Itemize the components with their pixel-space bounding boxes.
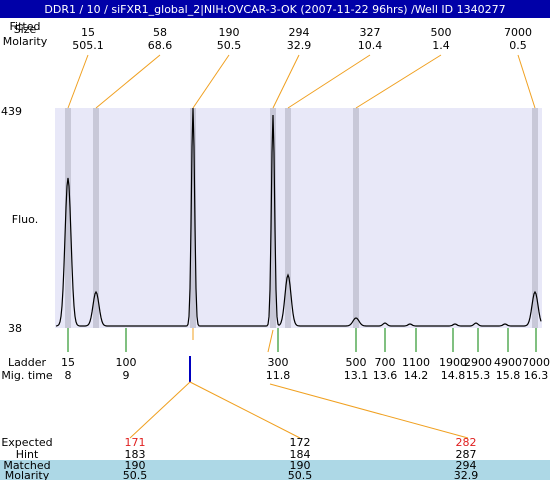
peak-link xyxy=(287,54,371,109)
hint: 183 xyxy=(125,448,146,461)
y-top: 439 xyxy=(1,105,22,118)
ladder-size: 4900 xyxy=(494,356,522,369)
title-bar xyxy=(0,0,550,18)
mig-label: Mig. time xyxy=(1,369,53,382)
ladder-size: 700 xyxy=(375,356,396,369)
peak-band xyxy=(532,108,538,328)
row-label: Molarity xyxy=(3,35,48,48)
expected: 171 xyxy=(125,436,146,449)
mig-time: 13.1 xyxy=(344,369,369,382)
peak-link xyxy=(67,54,89,109)
ladder-size: 1900 xyxy=(439,356,467,369)
peak-molarity: 10.4 xyxy=(358,39,383,52)
link xyxy=(189,381,301,439)
mig-time: 14.8 xyxy=(441,369,466,382)
link xyxy=(267,329,274,353)
ladder-size: 1100 xyxy=(402,356,430,369)
hint-label: Hint xyxy=(16,448,39,461)
peak-band xyxy=(270,108,276,328)
mig-time: 11.8 xyxy=(266,369,291,382)
peak-molarity: 68.6 xyxy=(148,39,173,52)
y-label: Fluo. xyxy=(12,213,38,226)
mig-time: 13.6 xyxy=(373,369,398,382)
mig-time: 15.8 xyxy=(496,369,521,382)
ladder-size: 500 xyxy=(346,356,367,369)
title: DDR1 / 10 / siFXR1_global_2|NIH:OVCAR-3-… xyxy=(44,3,505,16)
link xyxy=(269,383,469,439)
mig-time: 14.2 xyxy=(404,369,429,382)
ladder-size: 300 xyxy=(268,356,289,369)
peak-band xyxy=(285,108,291,328)
molarity: 50.5 xyxy=(123,469,148,480)
expected-label: Expected xyxy=(1,436,52,449)
mig-time: 15.3 xyxy=(466,369,491,382)
mig-time: 16.3 xyxy=(524,369,549,382)
peak-band xyxy=(65,108,71,328)
mig-time: 9 xyxy=(123,369,130,382)
expected: 282 xyxy=(456,436,477,449)
peak-link xyxy=(95,54,161,109)
peak-molarity: 505.1 xyxy=(72,39,104,52)
peak-molarity: 50.5 xyxy=(217,39,242,52)
matched-band xyxy=(0,460,550,480)
matched: 190 xyxy=(125,459,146,472)
peak-link xyxy=(192,54,230,109)
mig-time: 8 xyxy=(65,369,72,382)
row-label: Size xyxy=(14,23,37,36)
ladder-size: 100 xyxy=(116,356,137,369)
hint: 184 xyxy=(290,448,311,461)
trace xyxy=(55,107,542,327)
expected: 172 xyxy=(290,436,311,449)
peak-band xyxy=(353,108,359,328)
plot-area xyxy=(55,108,542,328)
peak-molarity: 0.5 xyxy=(509,39,527,52)
matched-label: Matched xyxy=(3,459,50,472)
peak-size: 327 xyxy=(360,26,381,39)
row-label: Fitted xyxy=(10,20,41,33)
peak-size: 7000 xyxy=(504,26,532,39)
peak-molarity: 32.9 xyxy=(287,39,312,52)
peak-size: 190 xyxy=(219,26,240,39)
peak-link xyxy=(517,54,536,109)
link xyxy=(129,381,191,439)
hint: 287 xyxy=(456,448,477,461)
molarity: 50.5 xyxy=(288,469,313,480)
peak-size: 294 xyxy=(289,26,310,39)
ladder-size: 7000 xyxy=(522,356,550,369)
ladder-size: 15 xyxy=(61,356,75,369)
peak-band xyxy=(190,108,196,328)
matched: 294 xyxy=(456,459,477,472)
peak-size: 15 xyxy=(81,26,95,39)
ladder-size: 2900 xyxy=(464,356,492,369)
peak-band xyxy=(93,108,99,328)
molarity: 32.9 xyxy=(454,469,479,480)
ladder-label: Ladder xyxy=(8,356,47,369)
peak-molarity: 1.4 xyxy=(432,39,450,52)
peak-link xyxy=(272,54,300,109)
peak-size: 500 xyxy=(431,26,452,39)
matched: 190 xyxy=(290,459,311,472)
peak-size: 58 xyxy=(153,26,167,39)
peak-link xyxy=(355,54,442,109)
y-bottom: 38 xyxy=(8,322,22,335)
molarity-label: Molarity xyxy=(5,469,50,480)
